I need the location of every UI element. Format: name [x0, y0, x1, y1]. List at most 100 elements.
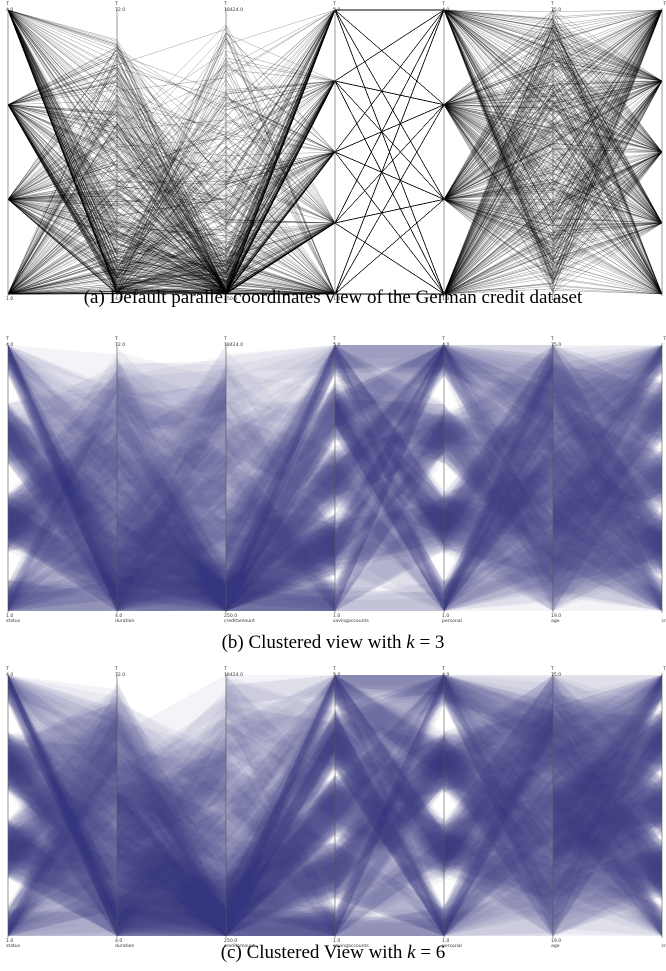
cluster-band [335, 675, 444, 873]
cluster-band [335, 402, 444, 541]
cluster-band [335, 345, 444, 368]
parallel-coordinates-chart-a: T4.01.0statusT72.04.0durationT18424.0250… [5, 1, 666, 300]
cluster-band [117, 447, 226, 588]
cluster-band [444, 409, 553, 517]
cluster-band [117, 498, 226, 609]
cluster-band [444, 345, 553, 597]
cluster-band [8, 438, 117, 544]
cluster-band [226, 350, 335, 502]
axis-max-label: 72.0 [115, 7, 125, 13]
cluster-band [8, 502, 117, 611]
cluster-band [553, 398, 662, 501]
cluster-band [226, 386, 335, 611]
cluster-band [335, 345, 444, 430]
cluster-band [117, 803, 226, 884]
cluster-band [117, 365, 226, 441]
cluster-band [8, 503, 117, 611]
cluster-band [8, 345, 117, 611]
axis-max-label: 18424.0 [224, 7, 243, 13]
cluster-band [553, 789, 662, 936]
cluster-band [444, 447, 553, 611]
cluster-band [553, 476, 662, 611]
cluster-band [226, 345, 335, 558]
cluster-band [335, 345, 444, 541]
cluster-band [553, 345, 662, 450]
cluster-band [117, 588, 226, 611]
cluster-band [553, 399, 662, 573]
cluster-band [226, 789, 335, 924]
cluster-band [8, 675, 117, 775]
cluster-band [117, 432, 226, 497]
cluster-band [444, 491, 553, 611]
cluster-band [8, 428, 117, 547]
cluster-band [8, 825, 117, 906]
cluster-band [335, 737, 444, 830]
cluster-band [8, 493, 117, 552]
cluster-band [8, 675, 117, 936]
cluster-band [117, 387, 226, 472]
cluster-band [8, 705, 117, 873]
cluster-band [117, 479, 226, 582]
cluster-band [444, 828, 553, 890]
cluster-band [8, 526, 117, 611]
cluster-band [117, 504, 226, 611]
cluster-band [117, 887, 226, 936]
cluster-band [8, 743, 117, 806]
cluster-band [117, 391, 226, 611]
cluster-band [8, 753, 117, 936]
cluster-band [8, 345, 117, 503]
cluster-band [8, 497, 117, 589]
cluster-band [226, 451, 335, 611]
cluster-band [444, 361, 553, 611]
cluster-band [553, 429, 662, 611]
cluster-band [553, 345, 662, 550]
cluster-band [335, 499, 444, 561]
cluster-band [226, 454, 335, 567]
cluster-band [117, 751, 226, 932]
cluster-band [117, 518, 226, 588]
cluster-band [444, 345, 553, 430]
cluster-band [335, 790, 444, 879]
parallel-coordinates-chart-b: T4.01.0statusT72.04.0durationT18424.0250… [5, 336, 666, 624]
cluster-band [553, 388, 662, 571]
cluster-band [335, 675, 444, 896]
cluster-band [553, 345, 662, 423]
cluster-band [8, 419, 117, 548]
cluster-band [444, 345, 553, 563]
cluster-band [553, 722, 662, 936]
cluster-band [553, 675, 662, 738]
cluster-band [117, 495, 226, 611]
cluster-band [444, 398, 553, 611]
cluster-band [553, 455, 662, 518]
cluster-band [226, 595, 335, 611]
cluster-band [8, 690, 117, 775]
cluster-band [335, 345, 444, 497]
cluster-band [553, 675, 662, 750]
cluster-band [444, 528, 553, 611]
cluster-band [553, 428, 662, 555]
cluster-band [335, 345, 444, 611]
cluster-band [335, 732, 444, 900]
cluster-band [444, 345, 553, 561]
cluster-band [444, 508, 553, 588]
cluster-band [444, 345, 553, 565]
cluster-band [8, 417, 117, 567]
cluster-band [335, 782, 444, 858]
cluster-band [8, 371, 117, 465]
cluster-band [226, 345, 335, 597]
cluster-band [335, 387, 444, 611]
cluster-band [335, 345, 444, 611]
cluster-band [8, 409, 117, 527]
cluster-band [553, 345, 662, 485]
cluster-band [553, 391, 662, 566]
axis-max-label: 4.0 [6, 672, 13, 678]
cluster-band [8, 345, 117, 611]
cluster-band [8, 375, 117, 611]
cluster-band [117, 525, 226, 611]
cluster-band [117, 578, 226, 611]
cluster-band [226, 527, 335, 611]
cluster-band [226, 513, 335, 611]
cluster-band [444, 739, 553, 880]
cluster-band [335, 345, 444, 487]
cluster-band [8, 472, 117, 546]
